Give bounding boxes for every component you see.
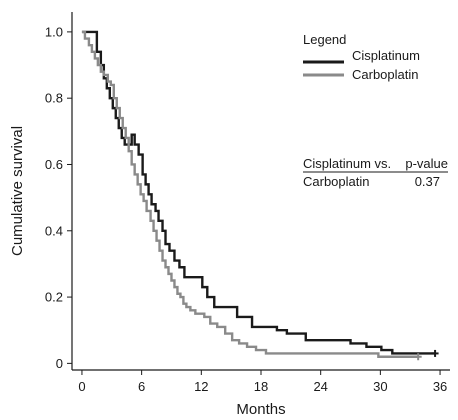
series-layer: [81, 30, 439, 361]
y-axis-title: Cumulative survival: [9, 126, 26, 256]
y-tick-label: 0.6: [45, 157, 63, 172]
table-row-left: Carboplatin: [303, 174, 370, 189]
x-tick-label: 18: [254, 379, 268, 394]
legend-label-cisplatinum: Cisplatinum: [352, 48, 420, 63]
ticks-layer: 0 6 12 18 24 30 36 0 0.2 0.4 0.6 0.8 1.0: [45, 24, 447, 394]
censor-mark-carboplatin: [414, 353, 422, 361]
series-line-cisplatinum: [81, 30, 436, 355]
table-row-right: 0.37: [415, 174, 440, 189]
x-tick-label: 12: [194, 379, 208, 394]
y-tick-label: 0.2: [45, 290, 63, 305]
censor-mark-cisplatinum: [431, 349, 439, 357]
x-tick-label: 30: [373, 379, 387, 394]
axes-layer: [71, 12, 450, 371]
y-tick-label: 0.4: [45, 223, 63, 238]
x-tick-label: 0: [78, 379, 85, 394]
x-tick-label: 6: [138, 379, 145, 394]
legend-label-carboplatin: Carboplatin: [352, 67, 419, 82]
legend-title: Legend: [303, 32, 346, 47]
y-tick-label: 0.8: [45, 91, 63, 106]
legend: Legend Cisplatinum Carboplatin: [303, 32, 420, 82]
x-tick-label: 36: [433, 379, 447, 394]
x-tick-label: 24: [313, 379, 327, 394]
table-header-right: p-value: [405, 156, 448, 171]
table-header-left: Cisplatinum vs.: [303, 156, 391, 171]
y-tick-label: 0: [56, 356, 63, 371]
x-axis-title: Months: [236, 401, 285, 418]
y-tick-label: 1.0: [45, 24, 63, 39]
pvalue-table: Cisplatinum vs. p-value Carboplatin 0.37: [303, 156, 448, 189]
series-line-carboplatin: [81, 30, 419, 358]
